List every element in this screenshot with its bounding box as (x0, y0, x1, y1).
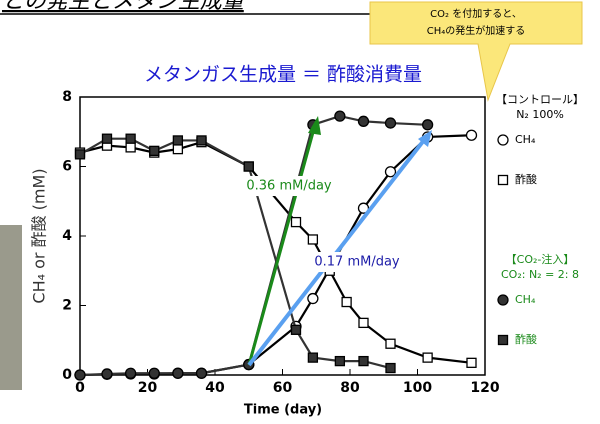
marker (335, 111, 345, 121)
x-tick-label: 0 (75, 380, 85, 396)
marker (499, 176, 508, 185)
legend-group-title: 【CO₂-注入】 (506, 252, 575, 266)
marker (292, 325, 301, 334)
legend-label: CH₄ (515, 133, 536, 146)
legend-group-title: 【コントロール】 (496, 93, 584, 106)
y-tick-label: 4 (62, 228, 72, 244)
series-line (80, 116, 428, 375)
marker (102, 369, 112, 379)
marker (292, 218, 301, 227)
marker (76, 150, 85, 159)
annotation: 0.36 mM/day (246, 179, 332, 194)
legend-label: 酢酸 (515, 172, 537, 186)
legend-group-subtitle: CO₂: N₂ = 2: 8 (501, 268, 579, 281)
y-tick-label: 8 (62, 89, 72, 105)
page-heading: との発生とメタン生成量 (2, 0, 246, 14)
callout-line: CH₄の発生が加速する (427, 24, 526, 37)
legend-label: CH₄ (515, 293, 536, 306)
marker (126, 143, 135, 152)
callout-line: CO₂ を付加すると、 (430, 7, 522, 20)
y-tick-label: 2 (62, 298, 72, 314)
chart: との発生とメタン生成量 CO₂ を付加すると、 CH₄の発生が加速する メタンガ… (0, 0, 600, 424)
marker (359, 318, 368, 327)
marker (423, 120, 433, 130)
marker (173, 145, 182, 154)
y-tick-label: 0 (62, 367, 72, 383)
marker (173, 136, 182, 145)
x-axis-label: Time (day) (244, 403, 322, 418)
marker (467, 358, 476, 367)
arrow (249, 135, 428, 365)
x-tick-label: 40 (205, 380, 225, 396)
marker (342, 298, 351, 307)
marker (197, 136, 206, 145)
annotation: 0.17 mM/day (314, 255, 400, 270)
marker (103, 134, 112, 143)
series-line (80, 135, 472, 375)
x-tick-label: 80 (340, 380, 360, 396)
marker (423, 353, 432, 362)
chart-title: メタンガス生成量 ＝ 酢酸消費量 (144, 64, 422, 86)
marker (308, 235, 317, 244)
marker (150, 146, 159, 155)
marker (126, 368, 136, 378)
marker (498, 135, 508, 145)
marker (244, 162, 253, 171)
marker (197, 368, 207, 378)
marker (359, 116, 369, 126)
marker (386, 118, 396, 128)
marker (499, 336, 508, 345)
x-tick-label: 60 (273, 380, 293, 396)
x-tick-label: 120 (470, 380, 499, 396)
legend-label: 酢酸 (515, 332, 537, 346)
marker (75, 370, 85, 380)
marker (149, 368, 159, 378)
marker (386, 339, 395, 348)
y-tick-label: 6 (62, 159, 72, 175)
rate-arrows (249, 116, 432, 365)
marker (126, 134, 135, 143)
x-tick-label: 100 (403, 380, 432, 396)
marker (386, 364, 395, 373)
marker (386, 167, 396, 177)
x-tick-label: 20 (138, 380, 158, 396)
marker (308, 353, 317, 362)
marker (335, 357, 344, 366)
legend-group-subtitle: N₂ 100% (516, 108, 564, 121)
marker (498, 295, 508, 305)
marker (308, 294, 318, 304)
arrow (249, 125, 315, 365)
plot: 0 20 40 60 80 100 120 0 2 4 6 8 (62, 89, 500, 396)
background-photo (0, 225, 22, 390)
marker (173, 368, 183, 378)
marker (359, 357, 368, 366)
y-axis-label: CH₄ or 酢酸 (mM) (30, 168, 49, 303)
marker (467, 130, 477, 140)
